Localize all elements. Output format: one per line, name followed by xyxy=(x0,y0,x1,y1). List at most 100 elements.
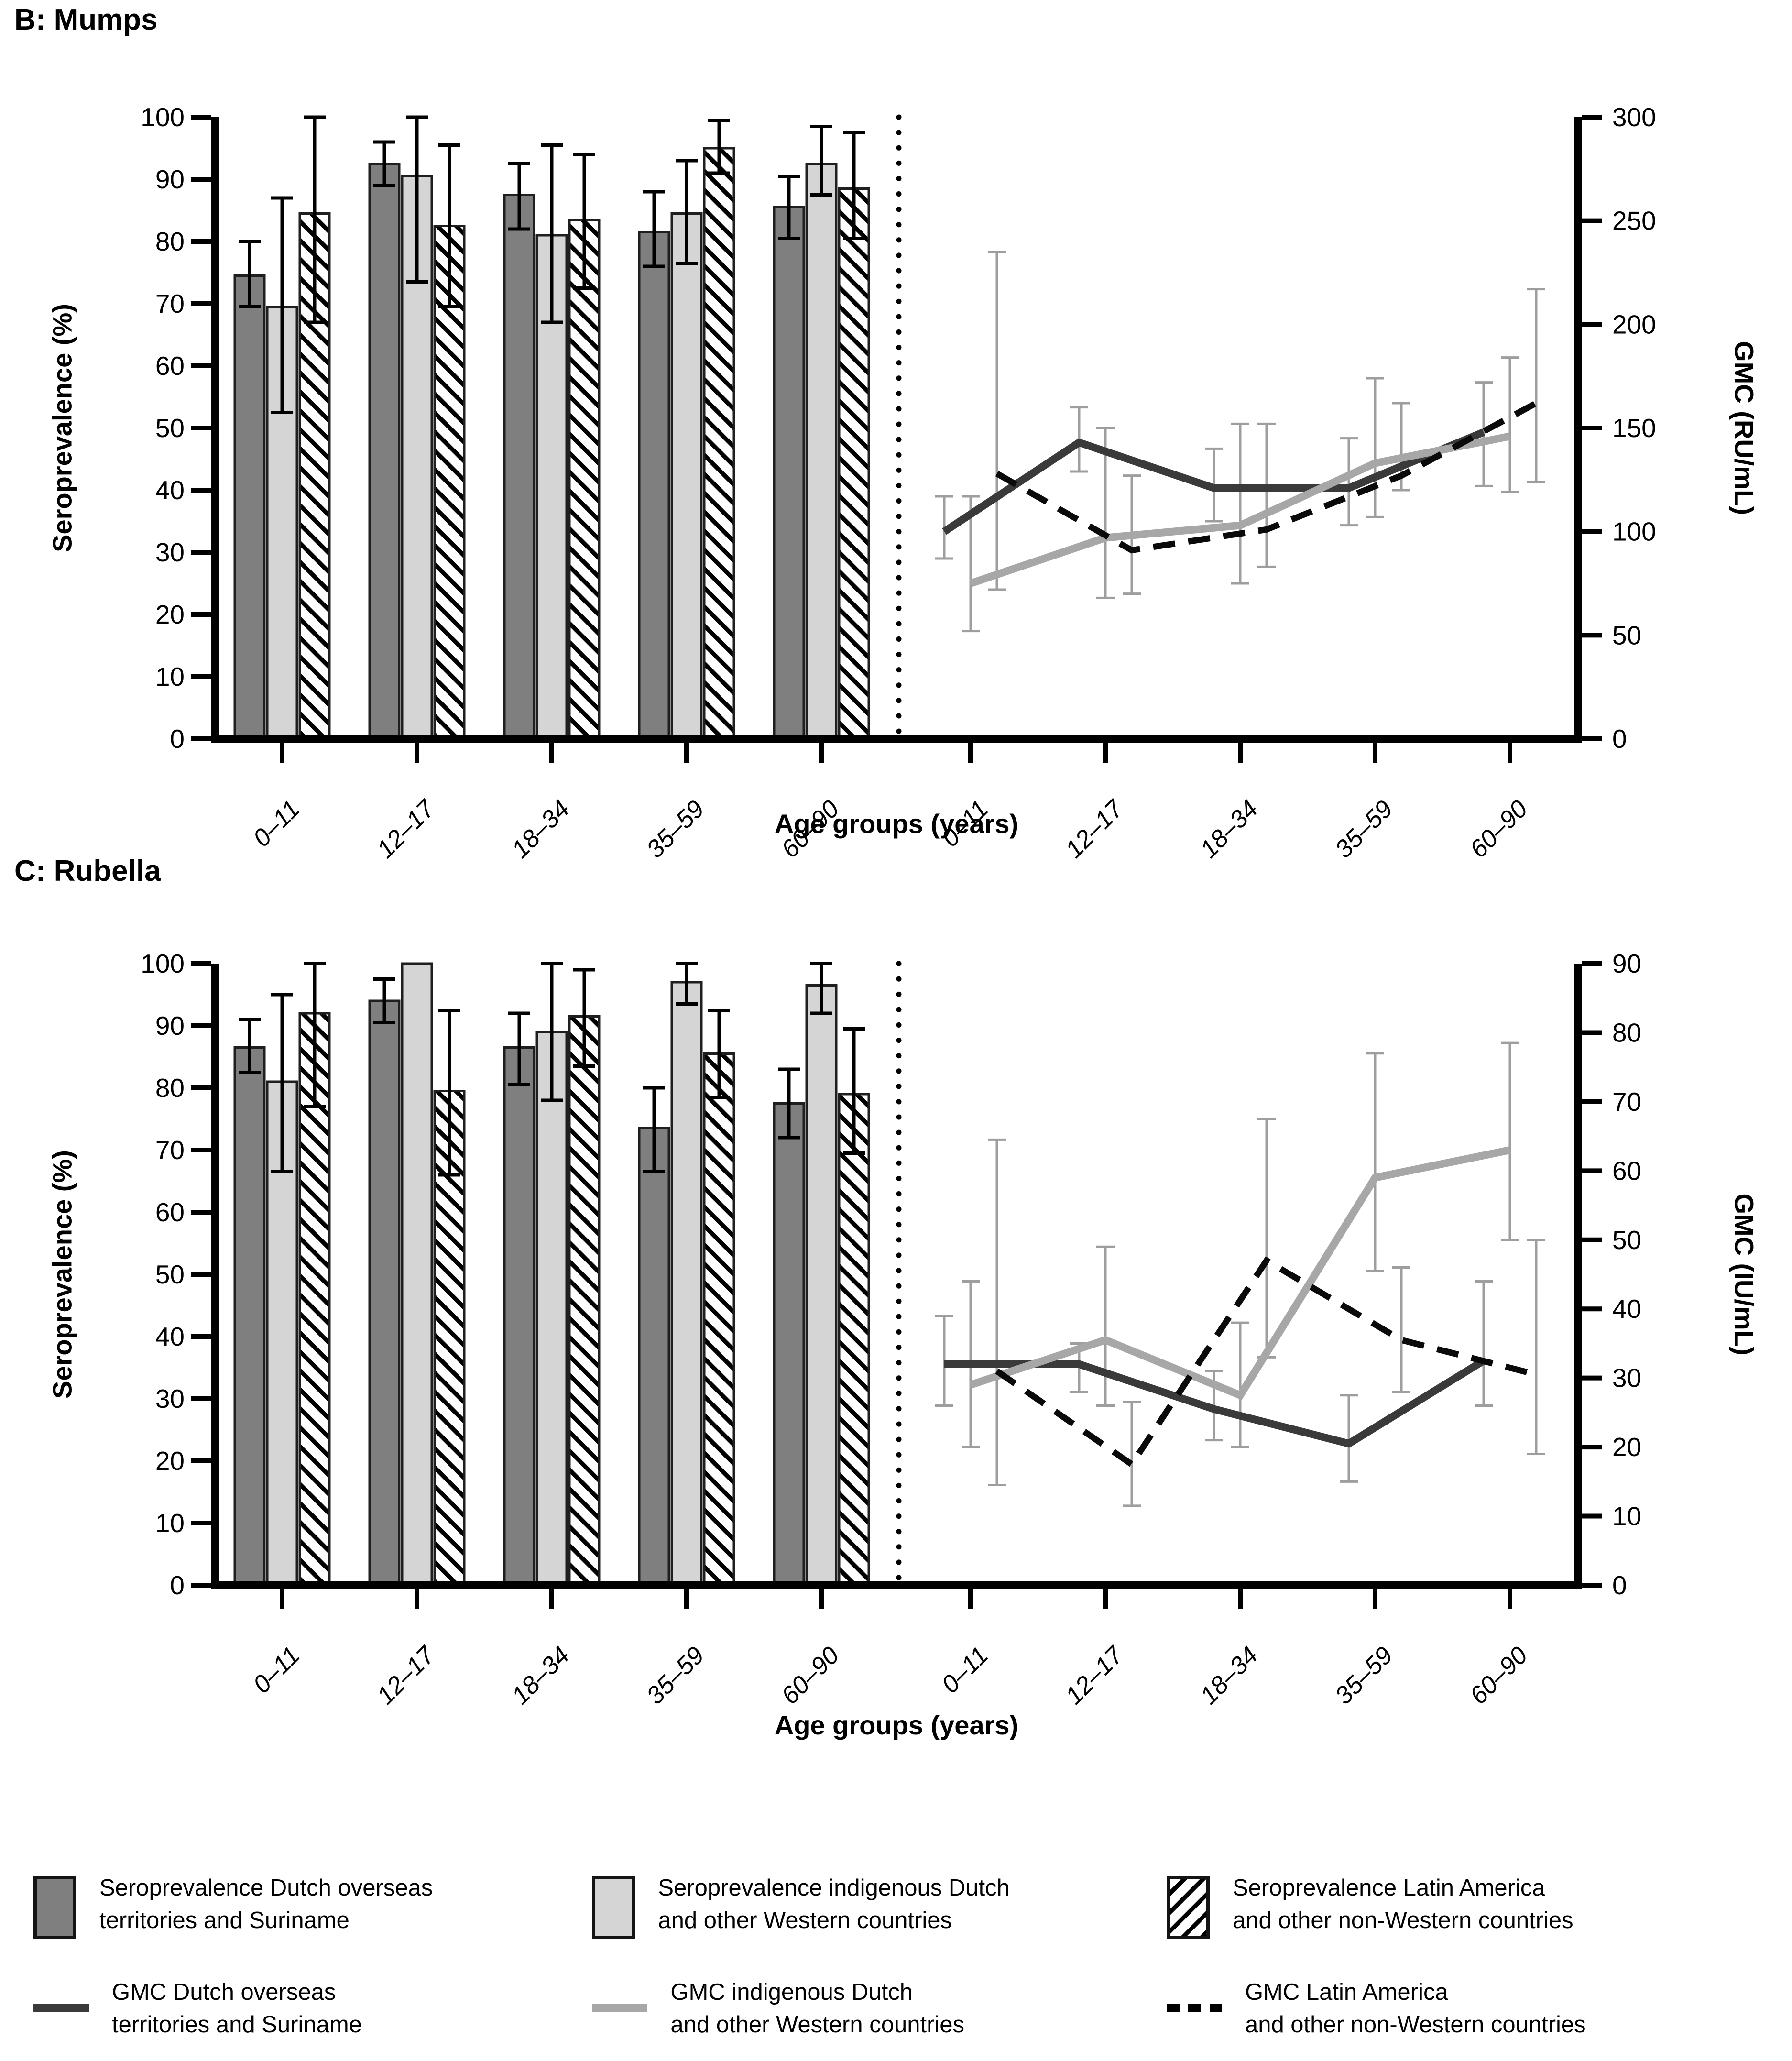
right-axis-tick-label: 50 xyxy=(1612,620,1641,650)
right-axis-tick-label: 100 xyxy=(1612,517,1656,547)
left-axis-tick-label: 70 xyxy=(155,289,185,318)
bar-dark xyxy=(773,206,805,740)
legend-label: GMC Latin America and other non-Western … xyxy=(1245,1979,1586,2038)
bar-light xyxy=(401,962,433,1587)
x-axis-tick-label: 35–59 xyxy=(641,1641,710,1710)
panel-c-left-axis-title: Seroprevalence (%) xyxy=(47,1150,77,1399)
x-axis-tick-label: 18–34 xyxy=(506,1641,575,1710)
bar-light-swatch-icon xyxy=(592,1876,635,1939)
left-axis-tick-label: 60 xyxy=(155,1197,185,1227)
legend-label: GMC Dutch overseas territories and Surin… xyxy=(112,1979,362,2038)
left-axis-tick-label: 90 xyxy=(155,164,185,194)
bar-hatched xyxy=(838,1093,870,1587)
solid-gray-line-swatch-icon xyxy=(592,2004,648,2012)
left-axis-tick-label: 80 xyxy=(155,227,185,256)
right-axis-tick-label: 90 xyxy=(1612,949,1641,978)
left-axis-tick-label: 40 xyxy=(155,475,185,505)
legend-item-gmc-indigenous-dutch: GMC indigenous Dutch and other Western c… xyxy=(592,1976,1147,2041)
gmc-line-black-dashed xyxy=(995,400,1538,554)
left-axis-tick-label: 30 xyxy=(155,1384,185,1414)
bar-hatched xyxy=(568,1015,601,1587)
right-axis-tick-label: 250 xyxy=(1612,206,1656,236)
left-axis-tick-label: 50 xyxy=(155,1260,185,1289)
panel-c-title: C: Rubella xyxy=(14,855,161,888)
right-axis-tick-label: 10 xyxy=(1612,1502,1641,1531)
bar-dark xyxy=(368,999,401,1587)
x-axis-tick-label: 60–90 xyxy=(1464,1641,1533,1710)
right-axis-tick-label: 300 xyxy=(1612,102,1656,132)
left-axis-tick-label: 40 xyxy=(155,1322,185,1351)
legend-item-gmc-dutch-overseas: GMC Dutch overseas territories and Surin… xyxy=(33,1976,573,2041)
x-axis-tick-label: 0–11 xyxy=(248,795,305,852)
right-axis-tick-label: 70 xyxy=(1612,1087,1641,1117)
bar-dark xyxy=(233,1046,266,1587)
left-axis-tick-label: 80 xyxy=(155,1073,185,1103)
panel-b-chart: 0 10 20 30 40 50 60 70 80 90 100 0 50 100 150 200 250 300… xyxy=(141,102,1656,864)
right-axis-tick-label: 50 xyxy=(1612,1225,1641,1255)
right-axis-tick-label: 30 xyxy=(1612,1363,1641,1393)
bar-hatched xyxy=(568,219,601,740)
gmc-line-dark-solid xyxy=(942,428,1486,535)
x-axis-tick-label: 12–17 xyxy=(372,1641,441,1710)
x-axis-tick-label: 35–59 xyxy=(1330,1641,1398,1710)
legend-label: Seroprevalence Dutch overseas territorie… xyxy=(99,1875,433,1933)
bar-dark xyxy=(503,194,535,740)
legend-item-seroprevalence-dutch-overseas: Seroprevalence Dutch overseas territorie… xyxy=(33,1872,573,1939)
right-axis-tick-label: 40 xyxy=(1612,1294,1641,1324)
left-axis-tick-label: 10 xyxy=(155,662,185,691)
right-axis-tick-label: 0 xyxy=(1612,1570,1627,1600)
solid-dark-line-swatch-icon xyxy=(33,2004,89,2012)
right-axis-tick-label: 150 xyxy=(1612,413,1656,443)
bar-dark xyxy=(638,231,670,740)
x-axis-tick-label: 60–90 xyxy=(776,1641,844,1710)
right-axis-tick-label: 200 xyxy=(1612,309,1656,339)
bar-dark xyxy=(233,274,266,740)
right-axis-tick-label: 80 xyxy=(1612,1018,1641,1047)
panel-b-left-axis-title: Seroprevalence (%) xyxy=(47,304,77,552)
dashed-line-swatch-icon xyxy=(1166,2004,1222,2012)
panel-c-x-axis-title: Age groups (years) xyxy=(774,1710,1019,1740)
right-axis-tick-label: 60 xyxy=(1612,1156,1641,1185)
legend-item-seroprevalence-indigenous-dutch: Seroprevalence indigenous Dutch and othe… xyxy=(592,1872,1147,1939)
left-axis-tick-label: 100 xyxy=(141,949,185,978)
bar-light xyxy=(535,1030,568,1587)
right-axis-tick-label: 0 xyxy=(1612,724,1627,754)
gmc-line-gray-solid xyxy=(969,1146,1511,1400)
legend-label: Seroprevalence Latin America and other n… xyxy=(1232,1875,1573,1933)
left-axis-tick-label: 20 xyxy=(155,600,185,629)
x-axis-tick-label: 18–34 xyxy=(1195,1641,1263,1710)
bar-dark xyxy=(638,1127,670,1587)
x-axis-tick-label: 12–17 xyxy=(1060,1641,1129,1710)
x-axis-tick-label: 0–11 xyxy=(248,1641,305,1699)
bar-light xyxy=(670,981,703,1587)
panel-b-x-axis-title: Age groups (years) xyxy=(774,809,1019,839)
left-axis-tick-label: 60 xyxy=(155,351,185,381)
legend: Seroprevalence Dutch overseas territorie… xyxy=(33,1872,1764,2041)
left-axis-tick-label: 50 xyxy=(155,413,185,443)
legend-label: Seroprevalence indigenous Dutch and othe… xyxy=(658,1875,1010,1933)
bar-dark xyxy=(368,163,401,740)
left-axis-tick-label: 0 xyxy=(170,724,185,754)
gmc-line-black-dashed xyxy=(995,1256,1537,1469)
bar-hatched xyxy=(838,187,870,740)
right-axis-tick-label: 20 xyxy=(1612,1432,1641,1462)
x-axis-tick-label: 0–11 xyxy=(936,1641,994,1699)
panel-b-right-axis-title: GMC (RU/mL) xyxy=(1729,341,1759,515)
legend-item-gmc-latin-america: GMC Latin America and other non-Western … xyxy=(1166,1976,1764,2041)
left-axis-tick-label: 20 xyxy=(155,1446,185,1476)
panel-b-title: B: Mumps xyxy=(14,3,158,36)
bar-light xyxy=(805,163,838,740)
left-axis-tick-label: 10 xyxy=(155,1508,185,1538)
left-axis-tick-label: 30 xyxy=(155,537,185,567)
legend-label: GMC indigenous Dutch and other Western c… xyxy=(670,1979,965,2038)
left-axis-tick-label: 0 xyxy=(170,1570,185,1600)
bar-light xyxy=(805,984,838,1587)
bar-hatched xyxy=(703,147,735,740)
gmc-line-gray-solid xyxy=(969,432,1511,587)
panel-c-right-axis-title: GMC (IU/mL) xyxy=(1729,1193,1759,1356)
left-axis-tick-label: 100 xyxy=(141,102,185,132)
bar-hatched xyxy=(703,1052,735,1587)
left-axis-tick-label: 90 xyxy=(155,1011,185,1041)
panel-c-chart: 0 10 20 30 40 50 60 70 80 90 100 0 10 20 30 40 50 60 70 80 9… xyxy=(141,949,1641,1710)
legend-item-seroprevalence-latin-america: Seroprevalence Latin America and other n… xyxy=(1166,1872,1764,1939)
